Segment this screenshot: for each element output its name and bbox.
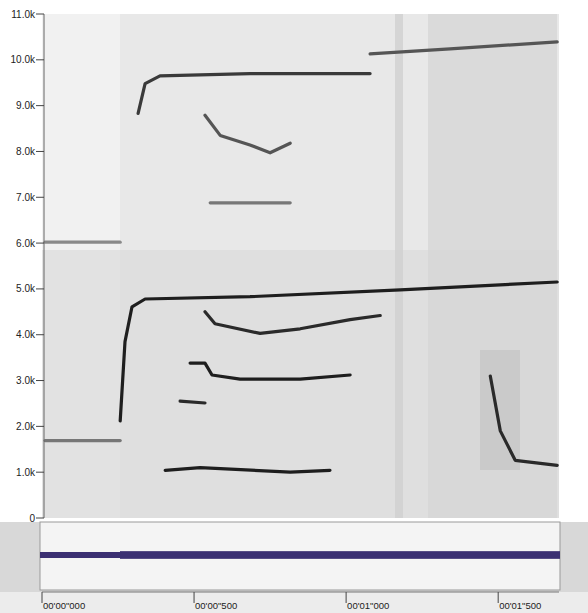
frequency-trace bbox=[205, 115, 290, 153]
y-axis: 0 1.0k 2.0k 3.0k 4.0k 5.0k 6.0k 7.0k 8.0k 9.0k 10.… bbox=[11, 9, 44, 524]
y-tick-label: 9.0k bbox=[16, 100, 36, 111]
frequency-trace bbox=[370, 42, 557, 54]
frequency-trace bbox=[210, 201, 290, 204]
plot-background bbox=[42, 14, 559, 518]
noise-band bbox=[395, 14, 403, 518]
frequency-trace bbox=[120, 282, 557, 421]
x-axis: 00'00"000 00'00"500 00'01"000 00'01"500 bbox=[0, 592, 588, 613]
y-tick-label: 5.0k bbox=[16, 283, 36, 294]
y-tick bbox=[36, 59, 44, 60]
x-tick-label: 00'00"000 bbox=[43, 600, 85, 611]
y-tick bbox=[36, 334, 44, 335]
y-tick bbox=[36, 518, 44, 519]
frequency-trace bbox=[45, 439, 120, 442]
frequency-trace bbox=[205, 312, 380, 334]
y-tick bbox=[36, 426, 44, 427]
y-tick-label: 3.0k bbox=[16, 375, 36, 386]
x-axis-line bbox=[42, 592, 559, 593]
y-tick bbox=[36, 197, 44, 198]
frequency-trace bbox=[138, 74, 370, 114]
y-tick-label: 4.0k bbox=[16, 329, 36, 340]
frequency-trace bbox=[490, 376, 557, 465]
y-tick-label: 6.0k bbox=[16, 238, 36, 249]
y-tick bbox=[36, 380, 44, 381]
y-axis-line bbox=[44, 14, 45, 518]
noise-band bbox=[480, 350, 520, 470]
ruler-background bbox=[0, 592, 588, 613]
x-tick-label: 00'00"500 bbox=[195, 600, 237, 611]
plot-area bbox=[42, 14, 559, 518]
panel-background bbox=[0, 522, 588, 592]
y-tick-label: 0 bbox=[29, 513, 35, 524]
y-tick bbox=[36, 472, 44, 473]
frequency-trace bbox=[45, 241, 120, 244]
frequency-trace bbox=[180, 401, 205, 403]
x-tick-label: 00'01"000 bbox=[347, 600, 389, 611]
y-tick-label: 7.0k bbox=[16, 192, 36, 203]
x-tick-label: 00'01"500 bbox=[499, 600, 541, 611]
y-tick-label: 11.0k bbox=[11, 9, 36, 20]
waveform-box bbox=[40, 522, 560, 590]
y-tick-label: 2.0k bbox=[16, 421, 36, 432]
y-tick bbox=[36, 243, 44, 244]
y-tick-label: 1.0k bbox=[16, 467, 36, 478]
frequency-trace bbox=[190, 363, 350, 379]
spectrogram-view: 0 1.0k 2.0k 3.0k 4.0k 5.0k 6.0k 7.0k 8.0k 9.0k 10.… bbox=[0, 0, 588, 613]
y-tick bbox=[36, 14, 44, 15]
y-tick bbox=[36, 288, 44, 289]
waveform bbox=[40, 552, 560, 558]
y-tick-label: 10.0k bbox=[11, 54, 36, 65]
y-tick bbox=[36, 105, 44, 106]
traces bbox=[45, 42, 557, 472]
y-tick bbox=[36, 151, 44, 152]
noise-band bbox=[428, 14, 557, 518]
frequency-trace bbox=[165, 468, 330, 473]
waveform-panel bbox=[0, 522, 588, 592]
waveform bbox=[120, 551, 560, 559]
y-tick-label: 8.0k bbox=[16, 146, 36, 157]
